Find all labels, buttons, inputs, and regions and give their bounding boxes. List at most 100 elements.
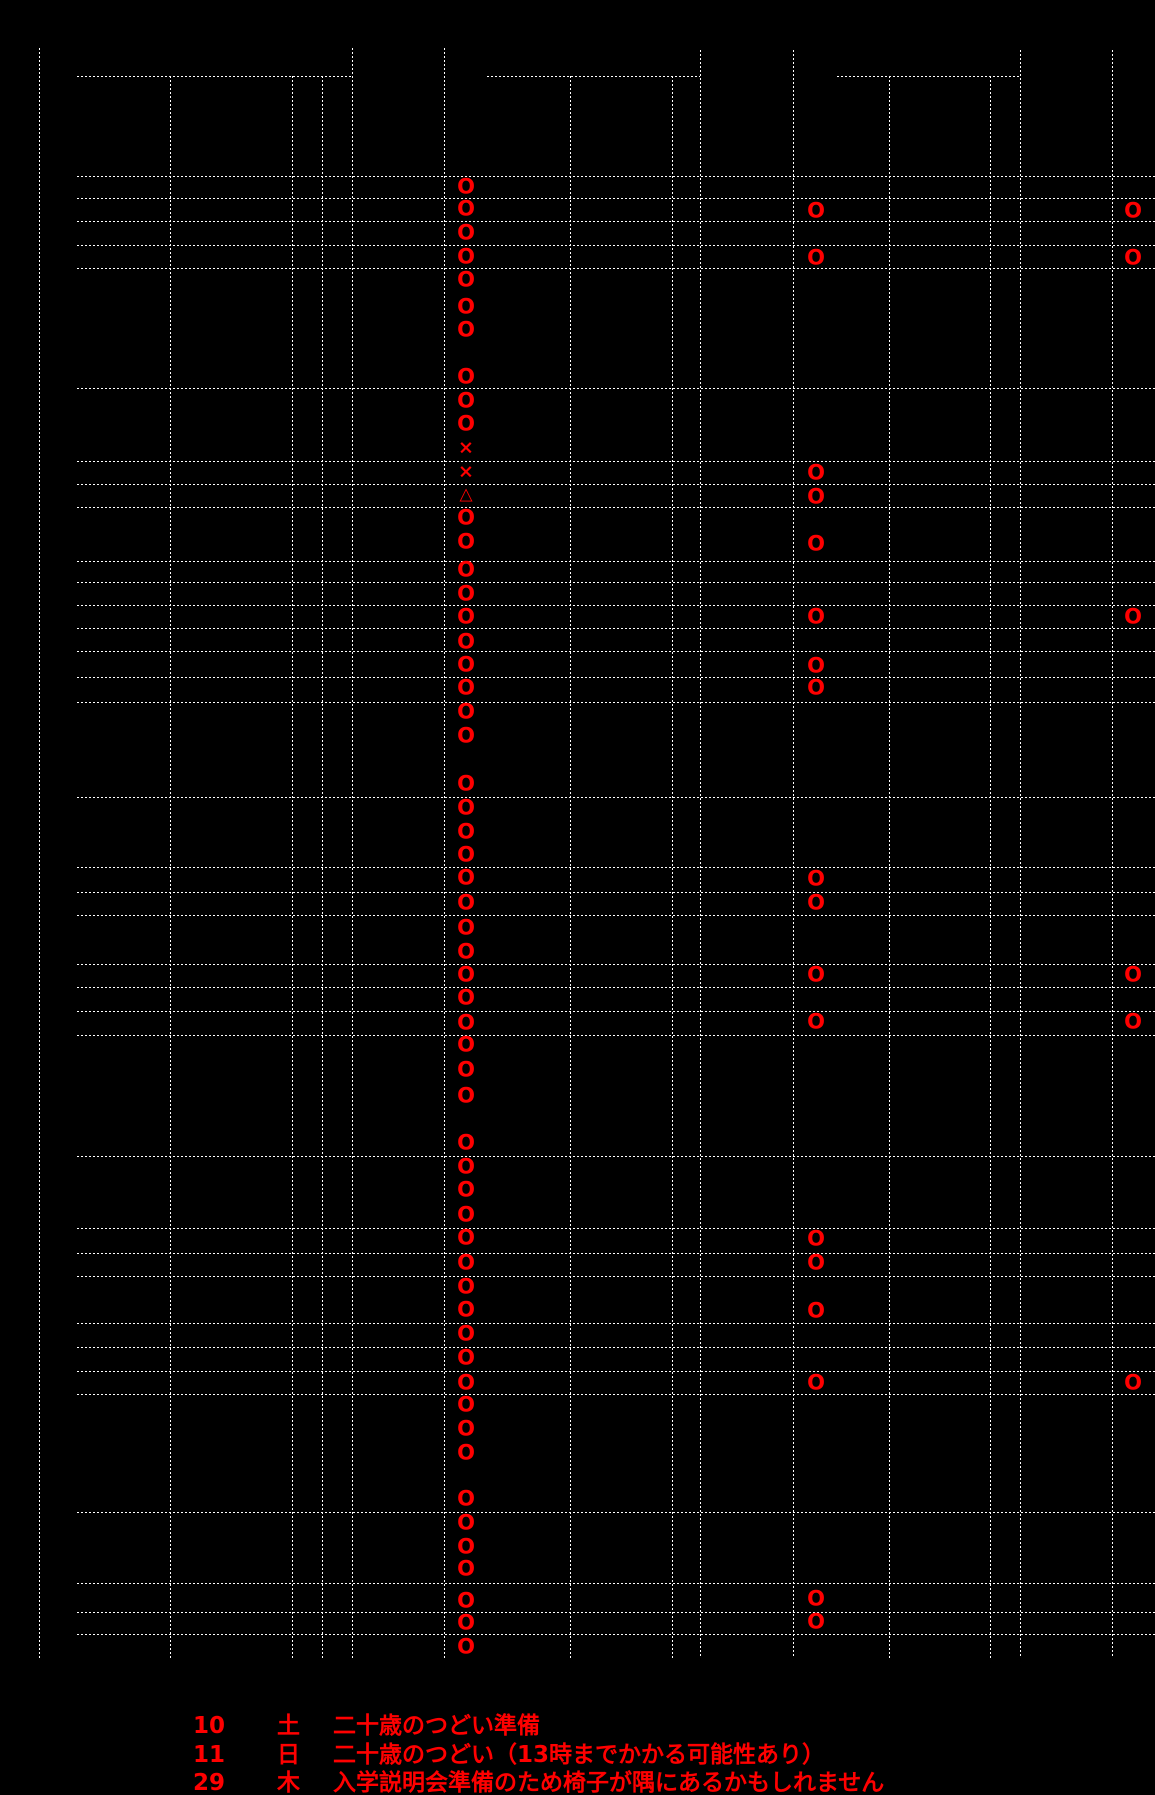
- note-day-number: 29: [193, 1770, 226, 1795]
- grid-line-horizontal: [77, 867, 1155, 868]
- grid-line-horizontal: [77, 461, 1155, 462]
- availability-mark-circle: O: [807, 890, 825, 915]
- grid-line-horizontal: [77, 484, 1155, 485]
- availability-mark-circle: O: [457, 1250, 475, 1275]
- availability-mark-circle: O: [457, 915, 475, 940]
- grid-line-horizontal: [77, 76, 352, 77]
- grid-line-horizontal: [77, 176, 1155, 177]
- availability-mark-circle: O: [807, 675, 825, 700]
- availability-mark-circle: O: [807, 1226, 825, 1251]
- availability-mark-circle: O: [807, 1009, 825, 1034]
- availability-mark-circle: O: [457, 1634, 475, 1659]
- availability-mark-circle: O: [457, 1010, 475, 1035]
- grid-line-horizontal: [837, 76, 1019, 77]
- availability-mark-circle: O: [457, 795, 475, 820]
- grid-line-vertical: [1112, 50, 1113, 1658]
- availability-mark-circle: O: [807, 245, 825, 270]
- availability-mark-circle: O: [457, 1392, 475, 1417]
- availability-mark-circle: O: [457, 890, 475, 915]
- availability-mark-circle: O: [1124, 198, 1142, 223]
- availability-mark-circle: O: [457, 1274, 475, 1299]
- availability-mark-circle: O: [1124, 1009, 1142, 1034]
- availability-mark-circle: O: [1124, 604, 1142, 629]
- availability-mark-cross: ×: [458, 460, 474, 483]
- availability-mark-circle: O: [807, 866, 825, 891]
- grid-line-horizontal: [77, 582, 1155, 583]
- grid-line-horizontal: [77, 1612, 1155, 1613]
- availability-mark-circle: O: [457, 1321, 475, 1346]
- availability-mark-circle: O: [457, 1154, 475, 1179]
- grid-line-horizontal: [77, 964, 1155, 965]
- grid-line-horizontal: [77, 561, 1155, 562]
- availability-mark-circle: O: [457, 1177, 475, 1202]
- availability-mark-circle: O: [457, 939, 475, 964]
- availability-mark-circle: O: [457, 1057, 475, 1082]
- availability-mark-circle: O: [457, 819, 475, 844]
- grid-line-vertical: [352, 48, 353, 1658]
- availability-mark-circle: O: [457, 699, 475, 724]
- grid-line-vertical: [1020, 50, 1021, 1658]
- availability-mark-circle: O: [457, 529, 475, 554]
- note-row: 29 木 入学説明会準備のため椅子が隅にあるかもしれません: [0, 1769, 1155, 1795]
- availability-mark-circle: O: [807, 484, 825, 509]
- availability-mark-circle: O: [457, 1416, 475, 1441]
- availability-mark-circle: O: [457, 652, 475, 677]
- grid-line-horizontal: [77, 892, 1155, 893]
- availability-mark-circle: O: [1124, 245, 1142, 270]
- availability-mark-circle: O: [457, 1202, 475, 1227]
- grid-line-horizontal: [77, 1583, 1155, 1584]
- note-weekday: 日: [277, 1742, 300, 1768]
- availability-mark-circle: O: [807, 1609, 825, 1634]
- availability-mark-circle: O: [457, 174, 475, 199]
- availability-mark-circle: O: [457, 388, 475, 413]
- note-row: 11 日 二十歳のつどい（13時までかかる可能性あり）: [0, 1741, 1155, 1769]
- availability-mark-circle: O: [457, 723, 475, 748]
- grid-line-horizontal: [77, 268, 1155, 269]
- grid-line-horizontal: [77, 605, 1155, 606]
- availability-mark-circle: O: [457, 267, 475, 292]
- availability-mark-circle: O: [457, 675, 475, 700]
- availability-mark-circle: O: [457, 411, 475, 436]
- grid-line-horizontal: [77, 245, 1155, 246]
- grid-line-horizontal: [77, 628, 1155, 629]
- note-weekday: 土: [277, 1713, 300, 1739]
- availability-mark-circle: O: [457, 1440, 475, 1465]
- grid-line-horizontal: [77, 198, 1155, 199]
- availability-mark-circle: O: [457, 1610, 475, 1635]
- availability-mark-circle: O: [807, 604, 825, 629]
- grid-line-vertical: [793, 50, 794, 1658]
- availability-mark-circle: O: [1124, 962, 1142, 987]
- note-day-number: 10: [193, 1713, 226, 1739]
- availability-mark-circle: O: [457, 1486, 475, 1511]
- note-day-number: 11: [193, 1742, 226, 1768]
- availability-mark-circle: O: [807, 1298, 825, 1323]
- grid-line-horizontal: [77, 1323, 1155, 1324]
- availability-mark-circle: O: [457, 1225, 475, 1250]
- grid-line-horizontal: [77, 1253, 1155, 1254]
- availability-mark-circle: O: [807, 460, 825, 485]
- availability-mark-circle: O: [457, 1588, 475, 1613]
- availability-mark-circle: O: [807, 653, 825, 678]
- availability-mark-circle: O: [807, 1370, 825, 1395]
- grid-line-vertical: [39, 48, 40, 1658]
- grid-line-horizontal: [77, 702, 1155, 703]
- availability-mark-cross: ×: [458, 436, 474, 459]
- grid-line-horizontal: [77, 221, 1155, 222]
- grid-line-horizontal: [77, 1156, 1155, 1157]
- availability-mark-circle: O: [807, 531, 825, 556]
- availability-mark-circle: O: [457, 196, 475, 221]
- grid-line-horizontal: [77, 388, 1155, 389]
- availability-mark-circle: O: [457, 1510, 475, 1535]
- availability-mark-circle: O: [457, 557, 475, 582]
- grid-line-horizontal: [487, 76, 700, 77]
- availability-mark-circle: O: [457, 581, 475, 606]
- availability-mark-circle: O: [457, 629, 475, 654]
- grid-line-horizontal: [77, 507, 1155, 508]
- availability-mark-circle: O: [457, 317, 475, 342]
- availability-mark-circle: O: [457, 962, 475, 987]
- availability-mark-circle: O: [457, 1032, 475, 1057]
- note-text: 二十歳のつどい準備: [333, 1713, 540, 1739]
- availability-mark-circle: O: [457, 294, 475, 319]
- availability-mark-circle: O: [457, 604, 475, 629]
- grid-line-horizontal: [77, 1394, 1155, 1395]
